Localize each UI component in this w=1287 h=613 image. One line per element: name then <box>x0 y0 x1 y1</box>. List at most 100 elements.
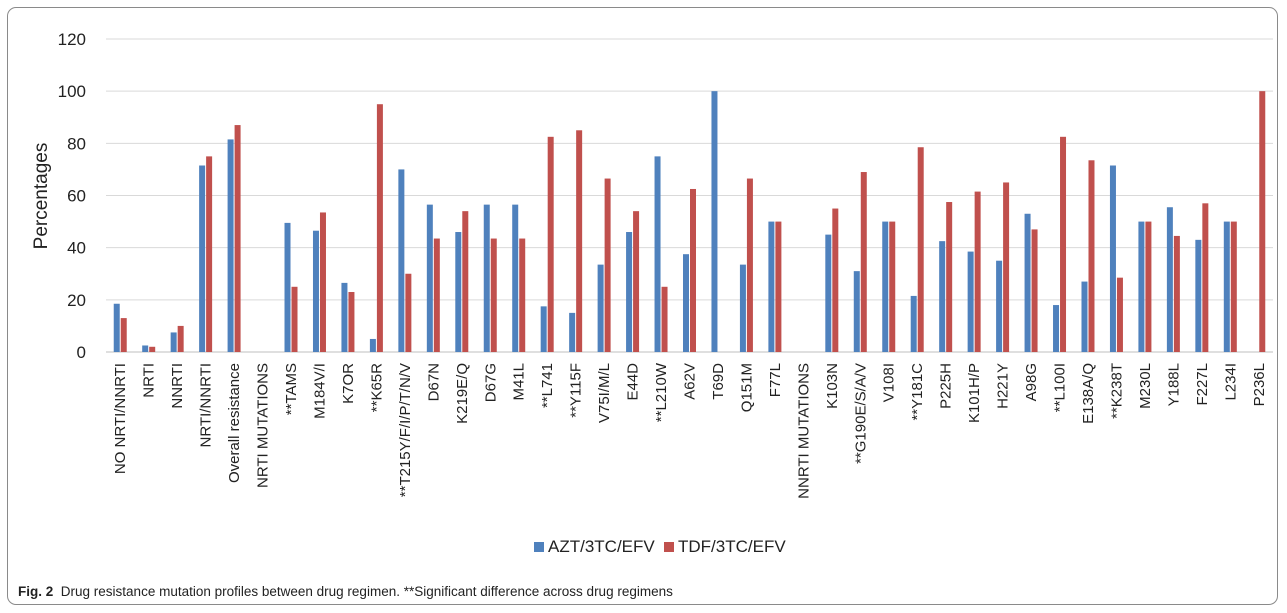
x-tick-label: **TAMS <box>283 363 300 415</box>
bar-tdf <box>746 178 753 352</box>
x-tick-label: D67G <box>482 363 499 402</box>
x-tick-label: V75I/M/L <box>596 363 613 423</box>
bar-azt <box>113 303 120 352</box>
caption-text: Drug resistance mutation profiles betwee… <box>60 584 673 599</box>
bar-azt <box>654 156 661 352</box>
legend-swatch <box>534 542 544 552</box>
x-tick-label: **L100I <box>1052 363 1069 412</box>
bar-tdf <box>405 273 412 352</box>
bar-tdf <box>1259 91 1266 353</box>
bar-azt <box>739 264 746 352</box>
x-tick-label: **T215Y/F/I/P/T/N/V <box>397 363 414 497</box>
bar-azt <box>284 222 291 352</box>
x-tick-label: NNRTI MUTATIONS <box>795 363 812 499</box>
x-tick-label: A62V <box>682 363 699 400</box>
x-tick-label: M41L <box>511 363 528 401</box>
x-tick-label: A98G <box>1023 363 1040 401</box>
bar-tdf <box>348 292 355 352</box>
bar-azt <box>626 232 633 352</box>
bar-tdf <box>661 286 668 352</box>
bar-tdf <box>177 325 184 352</box>
y-tick-label: 0 <box>77 343 86 362</box>
bar-tdf <box>433 238 440 352</box>
bar-azt <box>170 332 177 352</box>
x-tick-label: E44D <box>625 363 642 401</box>
bar-tdf <box>633 211 640 352</box>
bar-tdf <box>547 136 554 352</box>
bar-azt <box>768 221 775 352</box>
y-tick-label: 80 <box>67 134 86 153</box>
y-tick-label: 40 <box>67 239 86 258</box>
bar-tdf <box>490 238 497 352</box>
x-tick-label: **L210W <box>653 362 670 422</box>
bar-azt <box>853 271 860 352</box>
figure-frame <box>7 7 1278 605</box>
bar-azt <box>512 204 519 352</box>
x-tick-label: H221Y <box>995 363 1012 409</box>
bar-tdf <box>1145 221 1152 352</box>
x-tick-label: Overall resistance <box>226 363 243 483</box>
bar-tdf <box>149 346 156 352</box>
bar-tdf <box>1173 235 1180 352</box>
x-tick-label: NRTI/NNRTI <box>198 363 215 447</box>
bar-azt <box>483 204 490 352</box>
bar-azt <box>369 338 376 352</box>
bar-tdf <box>234 125 241 352</box>
y-tick-label: 100 <box>58 82 86 101</box>
bar-azt <box>996 260 1003 352</box>
x-tick-label: M230L <box>1137 363 1154 409</box>
x-tick-label: M184V/I <box>311 363 328 419</box>
x-tick-label: NRTI MUTATIONS <box>255 363 272 488</box>
y-tick-label: 120 <box>58 30 86 49</box>
x-tick-label: NO NRTI/NNRTI <box>112 363 129 474</box>
x-tick-label: F77L <box>767 363 784 397</box>
bar-azt <box>1109 165 1116 352</box>
bar-azt <box>1024 213 1031 352</box>
x-tick-label: **K65R <box>368 363 385 412</box>
bar-azt <box>426 204 433 352</box>
x-tick-label: **G190E/S/A/V <box>852 363 869 464</box>
bar-azt <box>882 221 889 352</box>
bar-tdf <box>1230 221 1237 352</box>
bar-tdf <box>974 191 981 352</box>
bar-azt <box>683 254 689 352</box>
bar-azt <box>910 295 917 352</box>
bar-tdf <box>946 202 953 352</box>
x-tick-label: P236L <box>1251 363 1268 406</box>
x-tick-label: K219E/Q <box>454 363 471 424</box>
bar-azt <box>1138 221 1145 352</box>
y-tick-label: 20 <box>67 291 86 310</box>
bar-tdf <box>120 318 127 352</box>
x-tick-label: NRTI <box>141 363 158 398</box>
x-tick-label: L234I <box>1222 363 1239 401</box>
bar-tdf <box>206 156 213 352</box>
x-tick-label: NNRTI <box>169 363 186 409</box>
bar-azt <box>1053 305 1060 352</box>
bar-tdf <box>860 172 867 352</box>
bar-azt <box>1195 239 1202 352</box>
bar-tdf <box>917 147 924 352</box>
x-tick-label: Q151M <box>738 363 755 412</box>
x-tick-label: E138A/Q <box>1080 363 1097 424</box>
x-tick-label: **Y115F <box>568 363 585 418</box>
bar-azt <box>825 234 832 352</box>
caption-label: Fig. 2 <box>18 584 54 599</box>
x-tick-label: T69D <box>710 363 727 400</box>
bar-tdf <box>775 221 782 352</box>
bar-azt <box>227 139 234 352</box>
x-tick-label: K101H/P <box>966 363 983 423</box>
x-tick-label: V108I <box>881 363 898 402</box>
bar-azt <box>540 306 547 352</box>
legend-swatch <box>664 542 674 552</box>
bar-tdf <box>889 221 896 352</box>
bar-tdf <box>604 178 611 352</box>
x-tick-label: P225H <box>938 363 955 409</box>
figure-caption: Fig. 2 Drug resistance mutation profiles… <box>18 584 673 599</box>
bar-azt <box>341 282 348 352</box>
bar-tdf <box>576 130 583 352</box>
x-tick-label: K7OR <box>340 363 357 404</box>
bar-azt <box>398 169 405 352</box>
bar-tdf <box>519 238 526 352</box>
bar-azt <box>142 345 149 352</box>
